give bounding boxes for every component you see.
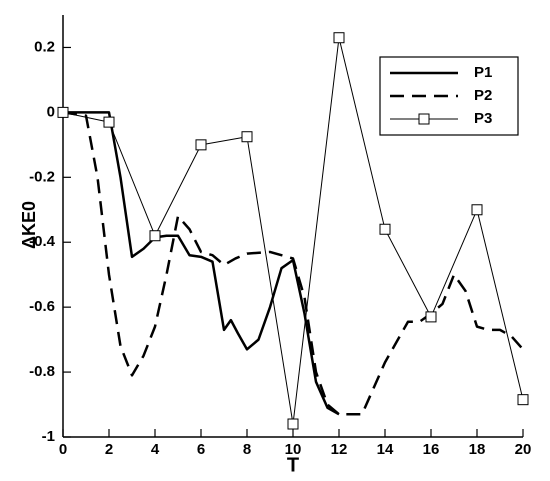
x-tick-label: 6 — [197, 441, 205, 458]
legend-marker — [418, 113, 430, 125]
data-point — [57, 106, 69, 118]
y-tick-label: -0.8 — [29, 363, 55, 380]
data-point — [379, 223, 391, 235]
data-point — [287, 418, 299, 430]
data-point — [333, 32, 345, 44]
data-point — [425, 311, 437, 323]
x-tick-label: 16 — [423, 441, 440, 458]
y-tick-label: -0.2 — [29, 168, 55, 185]
legend-label: P3 — [474, 110, 492, 127]
y-axis-label: ΔKE0 — [19, 201, 39, 249]
x-tick-label: 4 — [151, 441, 160, 458]
data-point — [103, 116, 115, 128]
x-axis-label: T — [287, 454, 299, 476]
x-tick-label: 0 — [59, 441, 67, 458]
legend-label: P2 — [474, 87, 492, 104]
x-tick-label: 14 — [377, 441, 394, 458]
y-tick-label: -0.6 — [29, 298, 55, 315]
y-tick-label: -1 — [42, 428, 55, 445]
x-tick-label: 20 — [515, 441, 532, 458]
y-tick-label: 0.2 — [34, 38, 55, 55]
x-tick-label: 10 — [285, 441, 302, 458]
series-line — [63, 111, 340, 416]
data-point — [517, 394, 529, 406]
x-tick-label: 2 — [105, 441, 113, 458]
y-tick-label: 0 — [47, 103, 55, 120]
data-point — [195, 139, 207, 151]
data-point — [471, 204, 483, 216]
x-tick-label: 12 — [331, 441, 348, 458]
data-point — [149, 230, 161, 242]
data-point — [241, 131, 253, 143]
x-tick-label: 18 — [469, 441, 486, 458]
y-tick-label: -0.4 — [29, 233, 56, 250]
legend-label: P1 — [474, 64, 492, 81]
x-tick-label: 8 — [243, 441, 251, 458]
